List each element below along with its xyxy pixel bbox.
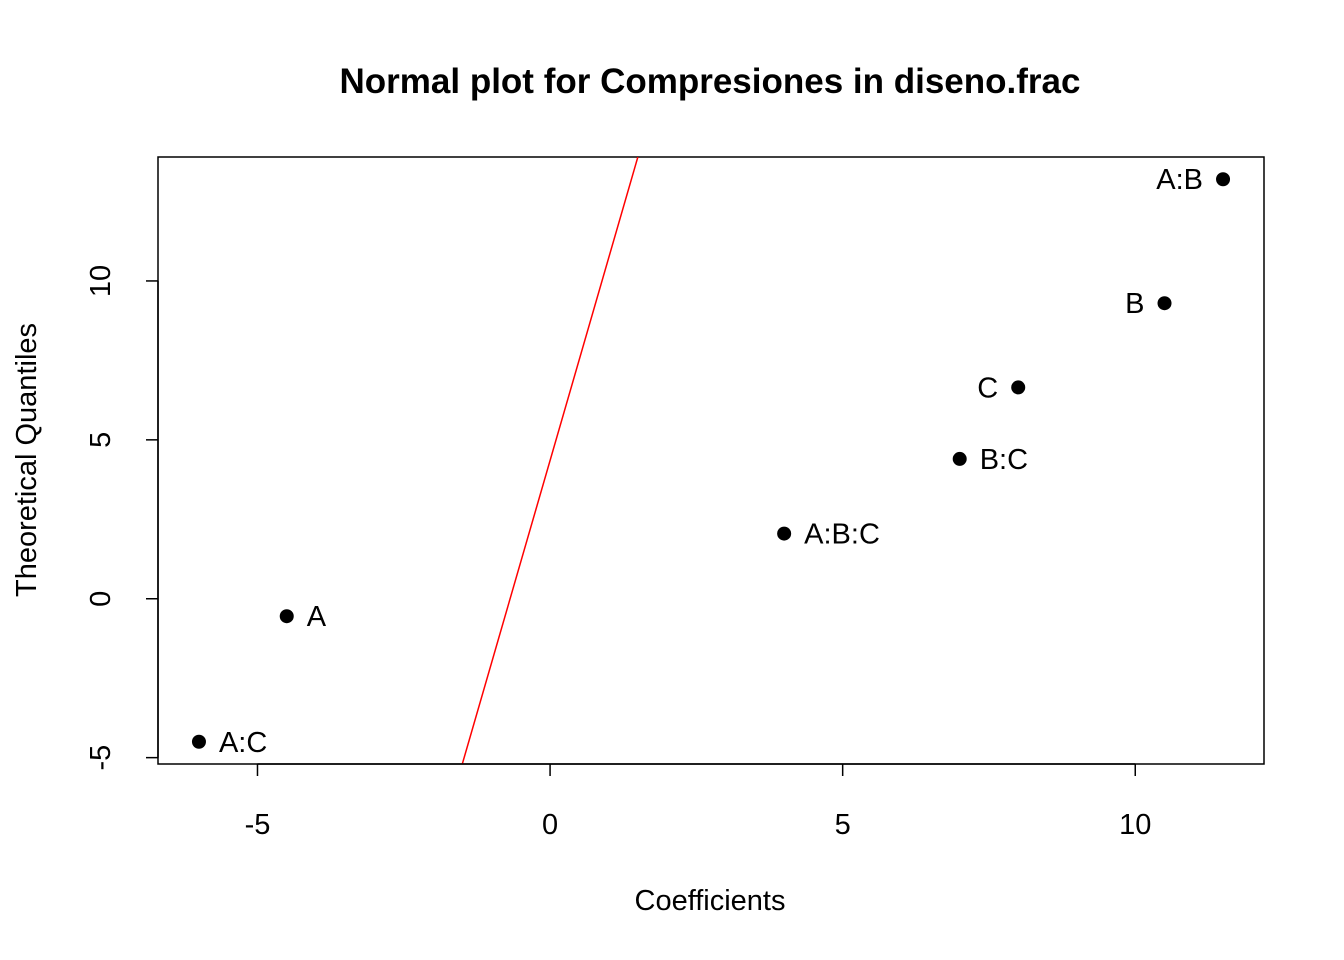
point-label: A: [307, 601, 327, 633]
reference-line: [461, 157, 639, 764]
data-point: [777, 526, 792, 541]
y-tick-label: 10: [85, 265, 117, 297]
y-tick-label: 0: [85, 591, 117, 607]
y-tick-label: 5: [85, 432, 117, 448]
point-label: B:C: [980, 444, 1028, 476]
points-layer: [191, 172, 1231, 749]
data-point: [1216, 172, 1231, 187]
x-axis: -5 0 5 10: [245, 763, 1151, 841]
point-label: C: [977, 372, 998, 404]
x-tick-label: -5: [245, 809, 271, 841]
data-point: [1011, 380, 1026, 395]
data-point: [191, 734, 206, 749]
reference-line-layer: [461, 157, 639, 764]
x-tick-label: 5: [835, 809, 851, 841]
chart-title: Normal plot for Compresiones in diseno.f…: [340, 62, 1081, 101]
point-label: A:B:C: [804, 519, 880, 551]
x-axis-label: Coefficients: [635, 885, 786, 917]
x-tick-label: 0: [542, 809, 558, 841]
plot-area: A:C A A:B:C B:C C B A:B: [157, 156, 1265, 765]
data-point: [952, 451, 967, 466]
data-point: [279, 609, 294, 624]
point-labels-layer: A:C A A:B:C B:C C B A:B: [219, 164, 1203, 759]
point-label: A:C: [219, 727, 267, 759]
y-axis-label: Theoretical Quantiles: [11, 323, 43, 597]
plot-frame: [157, 156, 1265, 765]
y-axis: -5 0 5 10: [85, 265, 159, 771]
y-tick-label: -5: [85, 745, 117, 771]
data-point: [1157, 296, 1172, 311]
x-tick-label: 10: [1119, 809, 1151, 841]
point-label: B: [1125, 288, 1144, 320]
point-label: A:B: [1156, 164, 1203, 196]
